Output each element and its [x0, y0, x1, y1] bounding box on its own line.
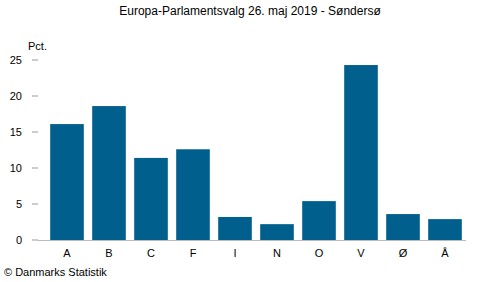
bar [302, 201, 336, 240]
x-tick-label: I [233, 247, 236, 259]
bar [176, 149, 210, 240]
y-tick-label: 0 [16, 234, 22, 246]
y-tick [32, 168, 38, 169]
chart-container: Europa-Parlamentsvalg 26. maj 2019 - Søn… [0, 0, 500, 282]
y-tick-label: 25 [10, 54, 22, 66]
bars [50, 65, 462, 240]
bar [428, 219, 462, 240]
x-tick-label: Ø [399, 247, 408, 259]
x-tick-label: A [63, 247, 71, 259]
x-tick-label: Å [441, 247, 449, 259]
x-axis-line [38, 240, 466, 241]
y-tick-label: 5 [16, 198, 22, 210]
chart-svg: Europa-Parlamentsvalg 26. maj 2019 - Søn… [0, 0, 500, 282]
y-tick [32, 96, 38, 97]
y-axis-label: Pct. [28, 40, 47, 52]
bar [344, 65, 378, 240]
bar [92, 106, 126, 240]
y-tick [32, 204, 38, 205]
x-tick-label: O [315, 247, 324, 259]
x-tick-label: N [273, 247, 281, 259]
title: Europa-Parlamentsvalg 26. maj 2019 - Søn… [119, 4, 381, 18]
x-tick-label: V [357, 247, 365, 259]
bar [134, 158, 168, 240]
y-tick [32, 132, 38, 133]
x-tick-label: B [105, 247, 112, 259]
y-tick-label: 20 [10, 90, 22, 102]
bar [260, 224, 294, 240]
bar [50, 124, 84, 240]
x-tick-label: C [147, 247, 155, 259]
y-tick [32, 60, 38, 61]
y-tick-label: 10 [10, 162, 22, 174]
y-tick [32, 240, 38, 241]
y-tick-label: 15 [10, 126, 22, 138]
source-note: © Danmarks Statistik [4, 266, 107, 278]
bar [386, 214, 420, 240]
bar [218, 217, 252, 240]
x-tick-label: F [190, 247, 197, 259]
